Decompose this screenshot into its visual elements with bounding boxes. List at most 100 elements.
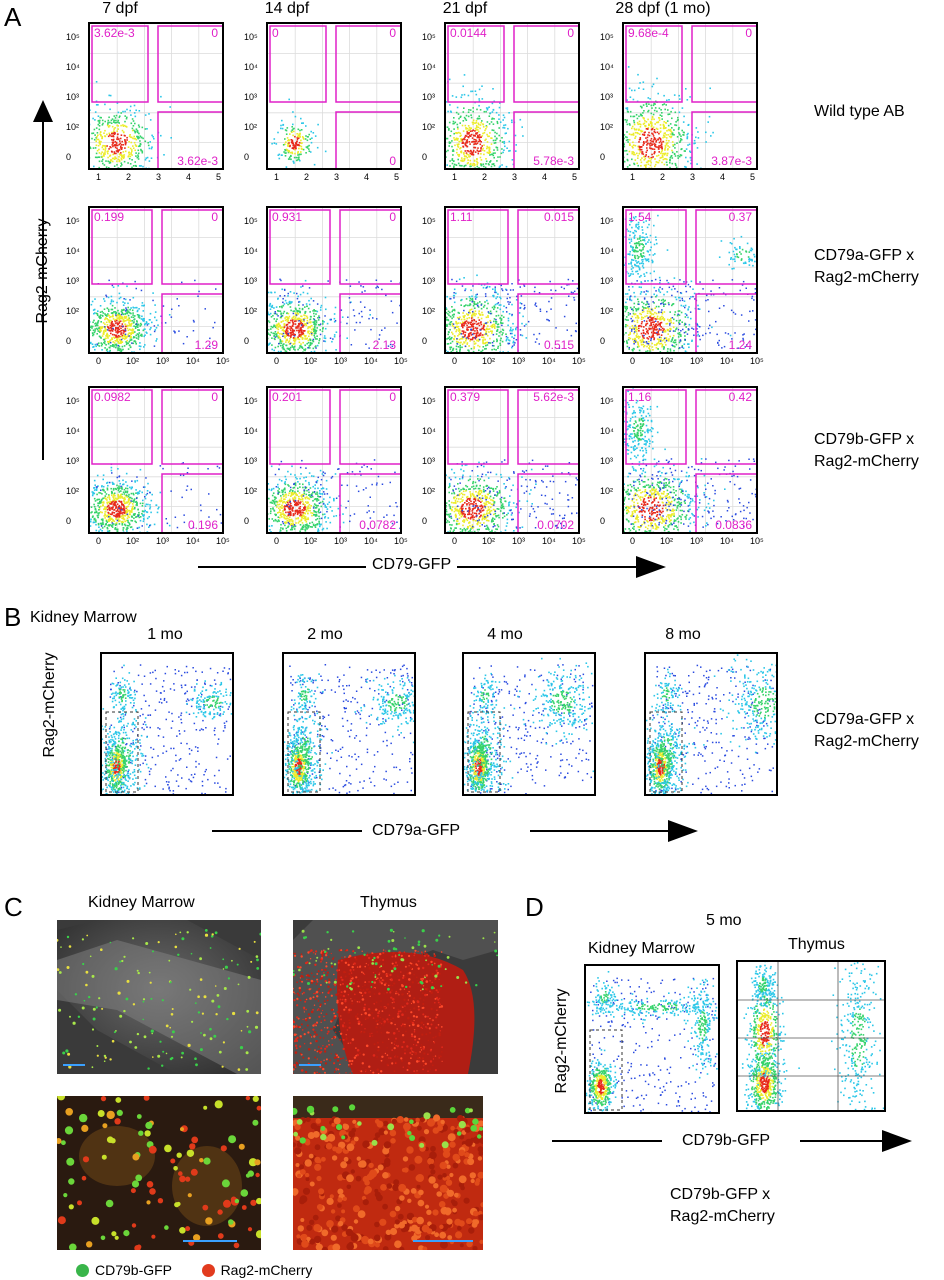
panel-b-letter: B	[4, 602, 22, 632]
gate-percent-upper-left: 0.199	[94, 210, 125, 224]
panel-a-y-axis-arrow-line	[42, 108, 44, 460]
gate-percent-upper-left: 0.0982	[94, 390, 131, 404]
panel-d-title-thymus: Thymus	[788, 936, 845, 953]
panel-b-row-label-b: Rag2-mCherry	[814, 733, 919, 750]
y-tick-label: 10⁵	[66, 216, 80, 226]
y-tick-label: 10²	[600, 486, 614, 496]
x-tick-label: 10²	[126, 536, 140, 546]
panel-b-x-axis-arrowhead	[668, 820, 698, 842]
gate-percent-upper-right: 0	[211, 390, 218, 404]
panel-b-x-axis-label: CD79a-GFP	[372, 822, 461, 839]
y-tick-label: 10⁵	[66, 396, 80, 406]
facs-plot-a-r3-c4: 1.16 0.42 0.0836	[622, 386, 758, 534]
y-tick-label: 0	[244, 152, 250, 162]
y-tick-label: 10²	[600, 306, 614, 316]
y-tick-label: 10³	[422, 276, 436, 286]
panel-b-y-axis-label: Rag2-mCherry	[41, 652, 58, 758]
legend-label-gfp: CD79b-GFP	[95, 1262, 172, 1278]
y-tick-label: 10⁴	[66, 62, 80, 72]
legend: CD79b-GFP Rag2-mCherry	[76, 1262, 312, 1278]
x-tick-label: 10⁵	[394, 536, 408, 546]
panel-d-letter: D	[525, 892, 544, 922]
panel-d-x-axis-line-right	[800, 1140, 884, 1142]
x-tick-label: 10⁵	[216, 356, 230, 366]
facs-plot-a-r3-c3: 0.379 5.62e-3 0.0702	[444, 386, 580, 534]
gate-percent-upper-left: 0.0144	[450, 26, 487, 40]
y-tick-label: 10²	[66, 306, 80, 316]
panel-d-title-kidney: Kidney Marrow	[588, 940, 695, 957]
x-tick-label: 10²	[660, 356, 674, 366]
x-tick-label: 10⁴	[542, 536, 556, 546]
panel-a-row-label-2a: CD79a-GFP x	[814, 247, 915, 264]
x-tick-label: 10³	[334, 356, 348, 366]
x-tick-label: 10⁵	[572, 356, 586, 366]
gate-percent-upper-right: 0.42	[728, 390, 752, 404]
y-tick-label: 10⁴	[422, 246, 436, 256]
gate-percent-lower-right: 3.62e-3	[177, 154, 218, 168]
gate-percent-lower-right: 0.515	[543, 338, 574, 352]
panel-a-col-title-2: 14 dpf	[264, 0, 310, 17]
y-tick-label: 10³	[244, 276, 258, 286]
x-tick-label: 10⁴	[542, 356, 556, 366]
x-tick-label: 10⁵	[394, 356, 408, 366]
panel-b-col-title-1: 1 mo	[147, 626, 183, 643]
y-tick-label: 10³	[244, 456, 258, 466]
scale-bar	[63, 1064, 85, 1066]
facs-plot-b-1	[100, 652, 234, 796]
y-tick-label: 10⁴	[244, 246, 258, 256]
x-tick-label: 2	[126, 172, 132, 182]
gate-percent-upper-right: 0	[211, 210, 218, 224]
gate-percent-lower-right: 0.0782	[359, 518, 396, 532]
gate-percent-upper-left: 0.931	[272, 210, 303, 224]
facs-plot-a-r2-c1: 0.199 0 1.29	[88, 206, 224, 354]
panel-a-x-axis-arrowhead	[636, 556, 666, 578]
gate-percent-upper-left: 0	[272, 26, 279, 40]
x-tick-label: 2	[482, 172, 488, 182]
y-tick-label: 10²	[244, 122, 258, 132]
y-tick-label: 10⁵	[422, 396, 436, 406]
gate-percent-lower-right: 3.87e-3	[711, 154, 752, 168]
x-tick-label: 10²	[304, 536, 318, 546]
kidney-marrow-zoom-image	[57, 1096, 261, 1250]
x-tick-label: 0	[274, 356, 280, 366]
x-tick-label: 2	[304, 172, 310, 182]
x-tick-label: 10³	[156, 536, 170, 546]
x-tick-label: 0	[96, 356, 102, 366]
x-tick-label: 1	[452, 172, 458, 182]
facs-plot-a-r1-c3: 0.0144 0 5.78e-3	[444, 22, 580, 170]
gate-percent-lower-right: 0.0702	[537, 518, 574, 532]
scale-bar	[299, 1064, 321, 1066]
y-tick-label: 0	[600, 336, 606, 346]
panel-d-caption-b: Rag2-mCherry	[670, 1208, 775, 1225]
gate-percent-lower-right: 5.78e-3	[533, 154, 574, 168]
gate-percent-upper-left: 1.11	[450, 210, 473, 224]
x-tick-label: 10⁴	[364, 536, 378, 546]
x-tick-label: 10⁵	[750, 536, 764, 546]
gate-percent-lower-right: 1.29	[194, 338, 218, 352]
y-tick-label: 10³	[600, 456, 614, 466]
facs-plot-a-r3-c1: 0.0982 0 0.196	[88, 386, 224, 534]
panel-a-row-label-2b: Rag2-mCherry	[814, 269, 919, 286]
panel-a-y-axis-label: Rag2-mCherry	[34, 218, 51, 324]
facs-plot-a-r2-c3: 1.11 0.015 0.515	[444, 206, 580, 354]
panel-b-col-title-2: 2 mo	[307, 626, 343, 643]
y-tick-label: 10⁵	[244, 32, 258, 42]
panel-a-row-label-1: Wild type AB	[814, 103, 905, 120]
x-tick-label: 10⁴	[720, 356, 734, 366]
y-tick-label: 0	[600, 152, 606, 162]
x-tick-label: 10²	[660, 536, 674, 546]
y-tick-label: 10²	[422, 486, 436, 496]
facs-plot-a-r3-c2: 0.201 0 0.0782	[266, 386, 402, 534]
x-tick-label: 10⁴	[186, 536, 200, 546]
panel-d-x-axis-line-left	[552, 1140, 662, 1142]
panel-d-time: 5 mo	[706, 912, 742, 929]
scale-bar	[183, 1240, 237, 1242]
panel-a-x-axis-label: CD79-GFP	[366, 556, 458, 574]
thymus-zoom-image	[293, 1096, 483, 1250]
x-tick-label: 2	[660, 172, 666, 182]
gate-percent-upper-right: 0.37	[728, 210, 752, 224]
y-tick-label: 10⁴	[244, 426, 258, 436]
gate-percent-upper-left: 3.62e-3	[94, 26, 135, 40]
y-tick-label: 10⁴	[66, 246, 80, 256]
kidney-marrow-overview-image	[57, 920, 261, 1074]
